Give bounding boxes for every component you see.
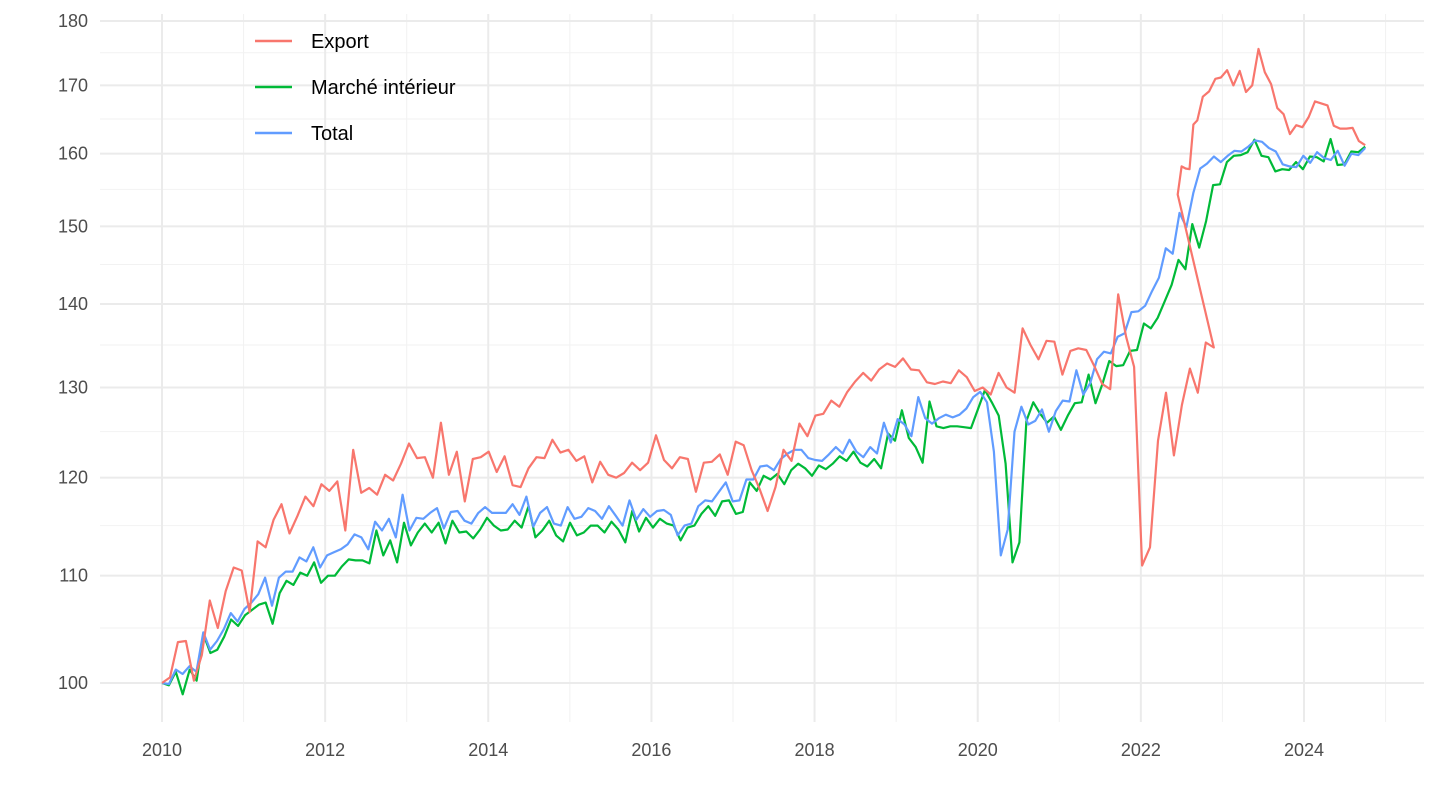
x-tick-label: 2010 bbox=[142, 740, 182, 760]
x-tick-label: 2024 bbox=[1284, 740, 1324, 760]
x-tick-label: 2014 bbox=[468, 740, 508, 760]
legend-label: Total bbox=[311, 123, 353, 145]
x-tick-label: 2022 bbox=[1121, 740, 1161, 760]
y-tick-label: 140 bbox=[58, 294, 88, 314]
minor-grid bbox=[100, 14, 1424, 722]
y-tick-label: 100 bbox=[58, 673, 88, 693]
major-grid bbox=[100, 14, 1424, 722]
series-line-total bbox=[161, 139, 1366, 686]
y-tick-label: 110 bbox=[59, 566, 88, 586]
y-tick-label: 170 bbox=[58, 75, 88, 95]
legend: Export Marché intérieur Total bbox=[255, 31, 456, 145]
legend-label: Marché intérieur bbox=[311, 77, 456, 99]
x-tick-label: 2020 bbox=[958, 740, 998, 760]
x-tick-label: 2016 bbox=[631, 740, 671, 760]
series-lines bbox=[161, 47, 1366, 696]
series-line-marche-interieur bbox=[161, 137, 1366, 696]
x-tick-label: 2018 bbox=[795, 740, 835, 760]
y-tick-label: 180 bbox=[58, 11, 88, 31]
legend-label: Export bbox=[311, 31, 369, 53]
y-tick-label: 150 bbox=[58, 216, 88, 236]
y-tick-label: 130 bbox=[58, 378, 88, 398]
x-axis-tick-labels: 2010 2012 2014 2016 2018 2020 2022 2024 bbox=[142, 740, 1324, 760]
y-tick-label: 120 bbox=[58, 468, 88, 488]
x-tick-label: 2012 bbox=[305, 740, 345, 760]
series-line-export bbox=[161, 47, 1366, 684]
y-tick-label: 160 bbox=[58, 144, 88, 164]
y-axis-tick-labels: 100 110 120 130 140 150 160 170 180 bbox=[58, 11, 88, 693]
